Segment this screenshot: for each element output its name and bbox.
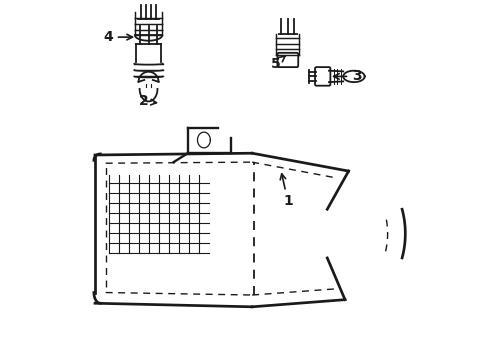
Text: 2: 2	[139, 94, 156, 108]
Text: 4: 4	[103, 30, 132, 44]
Text: 1: 1	[280, 174, 293, 208]
Text: 5: 5	[270, 56, 286, 71]
Text: 3: 3	[334, 69, 362, 84]
